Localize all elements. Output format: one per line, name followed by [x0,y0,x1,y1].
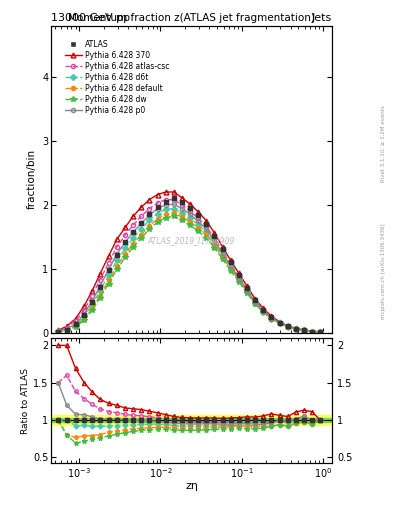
Y-axis label: fraction/bin: fraction/bin [26,149,37,209]
Text: 13000 GeV pp: 13000 GeV pp [51,13,130,23]
X-axis label: zη: zη [185,481,198,492]
Text: Rivet 3.1.10, ≥ 3.2M events: Rivet 3.1.10, ≥ 3.2M events [381,105,386,182]
Bar [51,415,332,425]
Text: mcplots.cern.ch [arXiv:1306.3436]: mcplots.cern.ch [arXiv:1306.3436] [381,224,386,319]
Text: Jets: Jets [312,13,332,23]
Text: ATLAS_2019_I1740909: ATLAS_2019_I1740909 [148,236,235,245]
Bar [51,418,332,422]
Y-axis label: Ratio to ATLAS: Ratio to ATLAS [21,368,30,434]
Legend: ATLAS, Pythia 6.428 370, Pythia 6.428 atlas-csc, Pythia 6.428 d6t, Pythia 6.428 : ATLAS, Pythia 6.428 370, Pythia 6.428 at… [63,38,171,116]
Title: Momentum fraction z(ATLAS jet fragmentation): Momentum fraction z(ATLAS jet fragmentat… [68,13,315,24]
